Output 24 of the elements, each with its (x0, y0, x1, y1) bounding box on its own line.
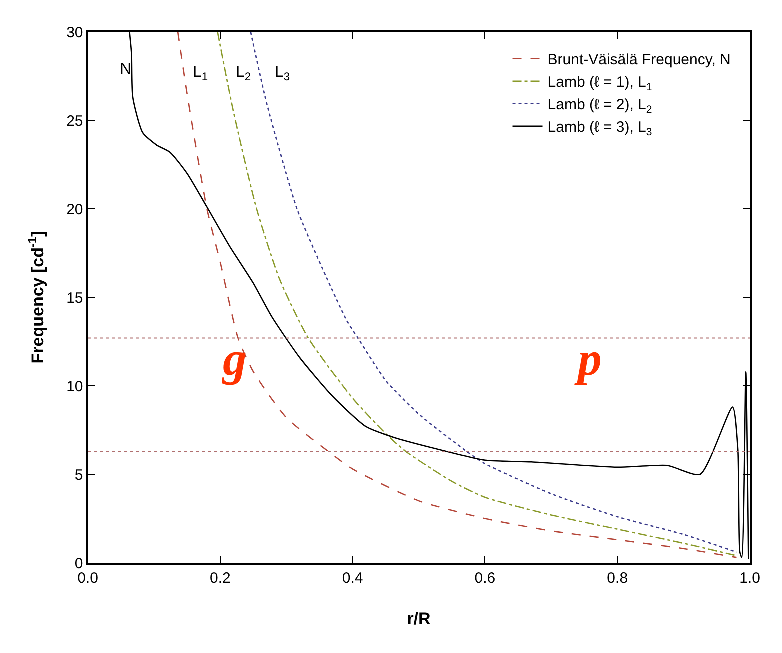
x-tick-label: 0.4 (342, 570, 364, 587)
annotation: p (574, 333, 602, 386)
x-tick-label: 0.8 (607, 570, 628, 587)
x-tick-label: 1.0 (740, 570, 760, 587)
annotation: N (120, 61, 132, 78)
y-tick-label: 10 (66, 378, 84, 396)
y-tick-label: 25 (66, 112, 84, 130)
legend-label: Lamb (ℓ = 3), L$_{3}$ (548, 119, 652, 138)
x-tick-label: 0.2 (210, 570, 231, 587)
x-tick-label: 0.0 (78, 570, 98, 587)
y-tick-label: 15 (66, 290, 84, 307)
y-tick-label: 0 (74, 555, 84, 572)
annotation: L$_{3}$ (275, 64, 290, 84)
y-tick-label: 30 (66, 24, 84, 42)
legend-label: Lamb (ℓ = 2), L$_{2}$ (548, 96, 652, 116)
annotation: L$_{2}$ (236, 64, 252, 84)
annotation: L$_{1}$ (193, 64, 208, 84)
x-axis-title: r/R (407, 610, 431, 628)
y-tick-label: 20 (66, 201, 84, 218)
annotation: g (222, 333, 247, 386)
x-tick-label: 0.6 (474, 570, 496, 587)
legend-label: Lamb (ℓ = 1), L$_{1}$ (548, 74, 652, 94)
y-tick-label: 5 (74, 466, 84, 484)
legend-label: Brunt-Väisälä Frequency, N (548, 52, 731, 69)
